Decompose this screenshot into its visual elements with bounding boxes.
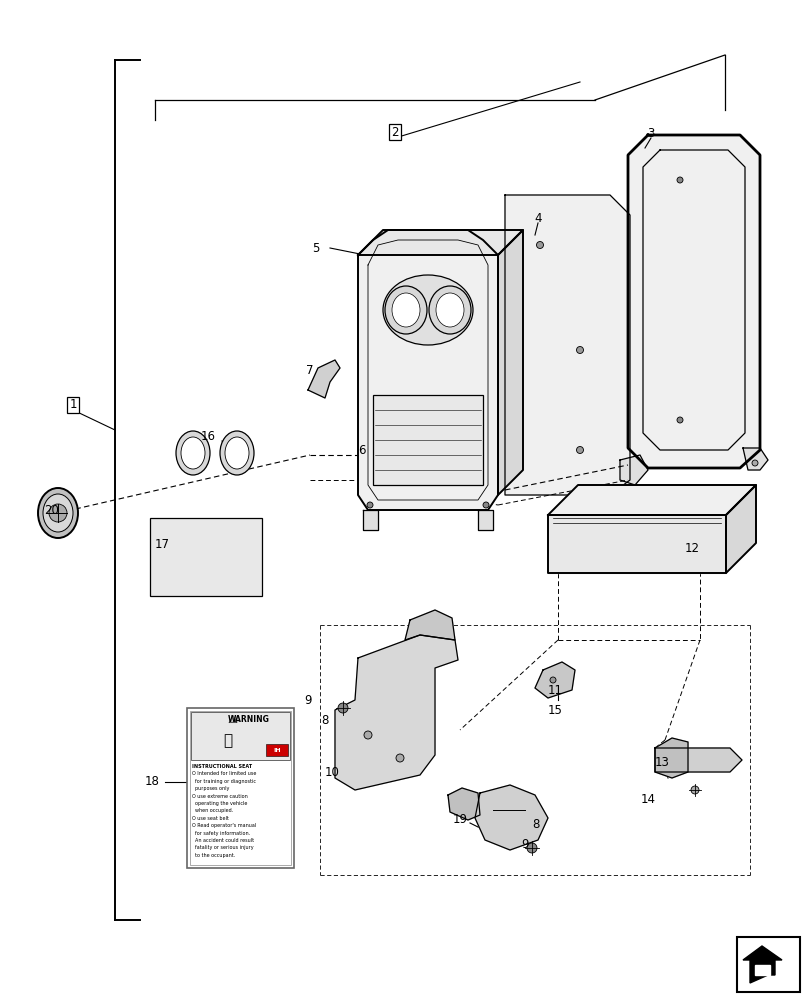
Polygon shape <box>307 360 340 398</box>
Text: 8: 8 <box>532 818 539 831</box>
Circle shape <box>363 731 371 739</box>
Text: 1: 1 <box>69 398 77 412</box>
Circle shape <box>690 786 698 794</box>
Circle shape <box>676 417 682 423</box>
Text: 19: 19 <box>452 813 467 826</box>
Text: 2: 2 <box>391 126 398 139</box>
Polygon shape <box>620 455 647 485</box>
Polygon shape <box>754 965 769 975</box>
Polygon shape <box>448 788 479 820</box>
Text: for training or diagnostic: for training or diagnostic <box>191 779 255 784</box>
Text: IH: IH <box>272 748 281 752</box>
Text: 12: 12 <box>684 542 698 554</box>
Polygon shape <box>478 510 492 530</box>
Text: 8: 8 <box>321 714 328 726</box>
Text: for safety information.: for safety information. <box>191 831 250 836</box>
Text: 18: 18 <box>144 775 159 788</box>
Text: O use extreme caution: O use extreme caution <box>191 794 247 799</box>
Text: 9: 9 <box>304 694 311 706</box>
Ellipse shape <box>383 275 473 345</box>
Text: O Intended for limited use: O Intended for limited use <box>191 771 256 776</box>
Polygon shape <box>725 485 755 573</box>
Text: purposes only: purposes only <box>191 786 229 791</box>
Circle shape <box>576 347 583 354</box>
Polygon shape <box>474 785 547 850</box>
Text: 3: 3 <box>646 127 654 140</box>
Polygon shape <box>627 135 759 468</box>
Ellipse shape <box>392 293 419 327</box>
Text: INSTRUCTIONAL SEAT: INSTRUCTIONAL SEAT <box>191 764 251 769</box>
Ellipse shape <box>220 431 254 475</box>
Polygon shape <box>497 230 522 495</box>
Circle shape <box>49 504 67 522</box>
Text: An accident could result: An accident could result <box>191 838 254 843</box>
Text: 5: 5 <box>312 241 320 254</box>
Text: 15: 15 <box>547 704 562 716</box>
Ellipse shape <box>428 286 470 334</box>
Polygon shape <box>405 610 454 640</box>
Text: 13: 13 <box>654 756 668 770</box>
Bar <box>187 708 294 868</box>
Text: 16: 16 <box>200 430 215 442</box>
Polygon shape <box>534 662 574 698</box>
Circle shape <box>337 703 348 713</box>
Polygon shape <box>358 230 497 510</box>
Bar <box>191 712 290 760</box>
Text: 10: 10 <box>324 766 339 779</box>
Text: O use seat belt: O use seat belt <box>191 816 229 821</box>
Text: ⚠: ⚠ <box>227 715 237 725</box>
Ellipse shape <box>384 286 427 334</box>
Ellipse shape <box>436 293 463 327</box>
Polygon shape <box>742 448 767 470</box>
Text: 🪑: 🪑 <box>223 734 232 748</box>
Polygon shape <box>363 510 378 530</box>
Circle shape <box>751 460 757 466</box>
Text: when occupied.: when occupied. <box>191 808 233 813</box>
Ellipse shape <box>176 431 210 475</box>
Bar <box>266 744 288 756</box>
Ellipse shape <box>225 437 249 469</box>
Polygon shape <box>742 946 781 983</box>
Text: operating the vehicle: operating the vehicle <box>191 801 247 806</box>
Ellipse shape <box>38 488 78 538</box>
Text: WARNING: WARNING <box>227 716 269 724</box>
Text: 20: 20 <box>45 504 59 516</box>
Polygon shape <box>654 748 741 772</box>
Ellipse shape <box>43 494 73 532</box>
Circle shape <box>549 677 556 683</box>
Circle shape <box>367 502 372 508</box>
Circle shape <box>526 843 536 853</box>
Circle shape <box>576 446 583 454</box>
Bar <box>736 937 799 992</box>
Text: 6: 6 <box>358 444 365 456</box>
Ellipse shape <box>181 437 204 469</box>
Text: 7: 7 <box>306 363 313 376</box>
Polygon shape <box>547 515 725 573</box>
Text: fatality or serious injury: fatality or serious injury <box>191 845 253 850</box>
Bar <box>150 518 262 596</box>
Polygon shape <box>504 195 629 495</box>
Polygon shape <box>547 485 755 515</box>
Circle shape <box>483 502 488 508</box>
Bar <box>190 711 290 865</box>
Text: 11: 11 <box>547 684 562 696</box>
Circle shape <box>676 177 682 183</box>
Text: to the occupant.: to the occupant. <box>191 853 235 858</box>
Text: O Read operator's manual: O Read operator's manual <box>191 823 256 828</box>
Circle shape <box>536 241 543 248</box>
Text: 9: 9 <box>521 838 528 851</box>
Text: 4: 4 <box>534 212 541 225</box>
Circle shape <box>396 754 404 762</box>
Polygon shape <box>335 635 457 790</box>
Text: 14: 14 <box>640 793 654 806</box>
Text: 17: 17 <box>154 538 169 552</box>
Polygon shape <box>654 738 687 778</box>
Polygon shape <box>358 230 522 255</box>
Bar <box>372 395 483 485</box>
